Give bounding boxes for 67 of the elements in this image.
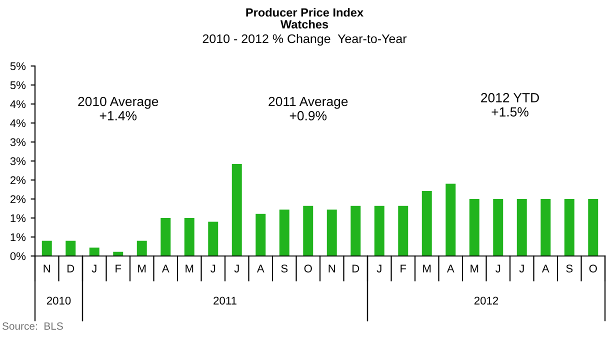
bar bbox=[540, 199, 551, 256]
bar bbox=[66, 240, 76, 256]
bar bbox=[184, 218, 194, 256]
bar bbox=[446, 184, 456, 256]
x-tick-label: S bbox=[566, 264, 573, 272]
annotation: 2012 YTD +1.5% bbox=[481, 93, 539, 117]
x-tick-label: N bbox=[44, 264, 50, 272]
x-tick-label: J bbox=[92, 264, 96, 272]
x-tick-label: J bbox=[210, 264, 216, 272]
x-tick-label: A bbox=[542, 264, 550, 272]
x-tick-label: N bbox=[328, 264, 335, 272]
y-tick-label: 4% bbox=[10, 100, 26, 108]
y-tick-label: 3% bbox=[10, 157, 26, 166]
x-tick-label: A bbox=[256, 264, 264, 272]
bar bbox=[516, 199, 527, 256]
text: 2010 bbox=[46, 296, 71, 305]
annotation: 2011 Average +0.9% bbox=[268, 96, 348, 120]
y-tick-label: 5% bbox=[10, 81, 26, 90]
x-tick-label: D bbox=[68, 264, 74, 272]
x-tick-label: M bbox=[186, 264, 194, 272]
y-tick-label: 1% bbox=[10, 233, 26, 242]
bar bbox=[303, 206, 314, 256]
y-tick-label: 0% bbox=[10, 252, 26, 260]
x-tick-label: A bbox=[162, 264, 170, 272]
bar bbox=[279, 210, 290, 256]
x-tick-label: M bbox=[138, 264, 146, 272]
bar bbox=[232, 164, 242, 256]
x-tick-label: S bbox=[281, 264, 288, 272]
x-tick-label: M bbox=[470, 264, 478, 272]
bar bbox=[350, 206, 361, 256]
bar bbox=[398, 206, 408, 256]
bar bbox=[42, 240, 52, 256]
bar bbox=[374, 206, 384, 256]
bar bbox=[256, 214, 266, 256]
bar bbox=[469, 199, 480, 256]
bar bbox=[136, 240, 147, 256]
x-tick-label: J bbox=[234, 264, 239, 272]
x-tick-label: O bbox=[304, 264, 312, 272]
x-tick-label: D bbox=[352, 264, 360, 272]
bar bbox=[89, 248, 100, 256]
text: 2012 bbox=[474, 296, 498, 305]
annotation: 2010 Average +1.4% bbox=[78, 96, 158, 120]
y-tick-label: 4% bbox=[10, 119, 26, 128]
x-tick-label: J bbox=[496, 264, 500, 272]
bar bbox=[588, 199, 598, 256]
x-tick-label: F bbox=[116, 264, 122, 272]
text: 2011 bbox=[214, 296, 236, 305]
y-tick-label: 2% bbox=[10, 176, 26, 184]
source-note: Source: BLS bbox=[2, 322, 63, 330]
bar bbox=[208, 222, 218, 256]
x-tick-label: O bbox=[589, 264, 597, 272]
y-tick-label: 1% bbox=[10, 214, 26, 222]
y-tick-label: 5% bbox=[10, 62, 26, 70]
chart-subtitle: 2010 - 2012 % Change Year-to-Year bbox=[202, 34, 407, 46]
bar bbox=[160, 218, 171, 256]
x-tick-label: J bbox=[519, 264, 524, 272]
bar bbox=[493, 199, 504, 256]
y-tick-label: 2% bbox=[10, 195, 26, 204]
x-tick-label: A bbox=[446, 264, 454, 272]
bar bbox=[326, 210, 337, 256]
x-tick-label: J bbox=[376, 264, 382, 272]
x-tick-label: F bbox=[400, 264, 406, 272]
bar bbox=[422, 191, 432, 256]
y-tick-label: 3% bbox=[10, 138, 26, 146]
chart-title: Producer Price Index Watches bbox=[246, 8, 364, 29]
bar bbox=[564, 199, 574, 256]
x-tick-label: M bbox=[423, 264, 431, 272]
